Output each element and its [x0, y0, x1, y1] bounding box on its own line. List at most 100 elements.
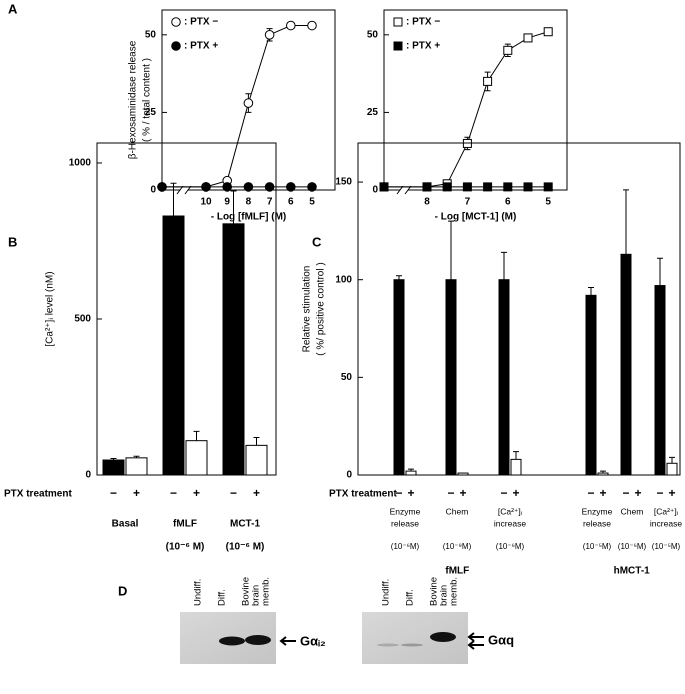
y-tick-label: 0	[372, 185, 378, 196]
category-label: increase	[650, 518, 682, 528]
lane-label: Diff.	[217, 589, 228, 606]
x-tick-label: 5	[545, 197, 551, 208]
lane-label: Bovine	[241, 577, 252, 606]
marker	[462, 182, 472, 192]
marker	[222, 182, 232, 192]
error-bar	[193, 430, 200, 441]
y-tick-label: 500	[74, 314, 91, 325]
protein-label: Gαq	[488, 632, 514, 647]
error-bar	[623, 189, 629, 255]
category-label: Chem	[446, 506, 469, 516]
error-bar	[253, 437, 260, 446]
error-bar	[501, 251, 507, 280]
arrow	[279, 636, 296, 646]
protein-label: Gαᵢ₂	[300, 633, 326, 648]
category-label: MCT-1	[230, 519, 260, 530]
panel-label: C	[312, 234, 322, 249]
panel-label: A	[8, 1, 18, 16]
marker	[379, 182, 389, 192]
ptx-sign: +	[133, 486, 140, 500]
bar	[654, 285, 666, 476]
y-tick-label: 0	[346, 470, 352, 481]
x-tick-label: 5	[309, 197, 315, 208]
x-tick-label: 10	[200, 197, 212, 208]
bar	[393, 279, 405, 476]
bar	[102, 459, 125, 476]
marker	[422, 182, 432, 192]
ptx-sign: −	[170, 486, 177, 500]
lane-label: brain	[251, 585, 262, 606]
category-label: release	[583, 518, 611, 528]
marker	[286, 182, 296, 192]
lane-label: Bovine	[429, 577, 440, 606]
category-note: (10⁻⁵M)	[652, 542, 681, 551]
error-bar	[513, 451, 519, 460]
bar	[162, 215, 185, 476]
x-row-label: PTX treatment	[4, 489, 72, 500]
blot-band	[219, 636, 245, 646]
category-note: (10⁻⁶M)	[618, 542, 647, 551]
group-label: fMLF	[445, 566, 469, 577]
y-tick-label: 25	[367, 107, 379, 118]
error-bar	[588, 287, 594, 296]
legend-label: : PTX +	[406, 41, 440, 52]
marker	[286, 20, 296, 31]
category-note: (10⁻⁵M)	[583, 542, 612, 551]
marker	[307, 182, 317, 192]
y-axis-label: β-Hexosaminidase release	[128, 40, 139, 159]
ptx-sign: −	[587, 486, 594, 500]
marker	[264, 182, 275, 192]
marker	[307, 20, 317, 31]
marker	[503, 182, 513, 192]
lane-label: Undiff.	[381, 579, 392, 606]
error-bar	[170, 182, 177, 217]
ptx-sign: +	[193, 486, 200, 500]
legend-marker	[393, 17, 403, 27]
marker	[442, 182, 452, 192]
bar	[185, 440, 208, 476]
series-line	[384, 31, 549, 188]
bar	[445, 279, 457, 476]
marker	[543, 182, 553, 192]
ptx-sign: −	[110, 486, 117, 500]
y-tick-label: 50	[341, 372, 353, 383]
marker	[523, 33, 533, 43]
marker	[483, 76, 493, 86]
x-row-label: PTX treatment	[329, 489, 397, 500]
legend-label: : PTX −	[406, 17, 440, 28]
category-label: fMLF	[173, 519, 197, 530]
x-tick-label: 9	[224, 197, 230, 208]
legend-label: : PTX +	[184, 41, 218, 52]
y-axis-label: Relative stimulation	[302, 266, 313, 353]
bar	[498, 279, 510, 476]
blot-band	[401, 643, 423, 647]
ptx-sign: +	[407, 486, 414, 500]
x-tick-label: 7	[465, 197, 471, 208]
legend-marker	[171, 41, 181, 51]
category-label: Enzyme	[582, 506, 613, 516]
x-tick-label: 7	[267, 197, 273, 208]
error-bar	[669, 456, 675, 464]
ptx-sign: −	[447, 486, 454, 500]
x-tick-label: 8	[424, 197, 430, 208]
category-note: (10⁻⁹M)	[443, 542, 472, 551]
y-tick-label: 100	[335, 274, 352, 285]
category-label: Chem	[621, 506, 644, 516]
bar	[620, 253, 632, 476]
blot-band	[377, 643, 399, 647]
marker	[243, 98, 254, 108]
x-axis-label: - Log [MCT-1] (M)	[435, 212, 517, 223]
ptx-sign: +	[599, 486, 606, 500]
bar	[597, 472, 609, 476]
ptx-sign: +	[253, 486, 260, 500]
marker	[243, 182, 254, 192]
bar	[405, 470, 417, 476]
ptx-sign: −	[500, 486, 507, 500]
bar	[245, 444, 268, 476]
x-tick-label: 6	[288, 197, 294, 208]
category-label: Basal	[112, 519, 139, 530]
ptx-sign: +	[459, 486, 466, 500]
bar	[666, 462, 678, 476]
bar	[222, 223, 245, 476]
